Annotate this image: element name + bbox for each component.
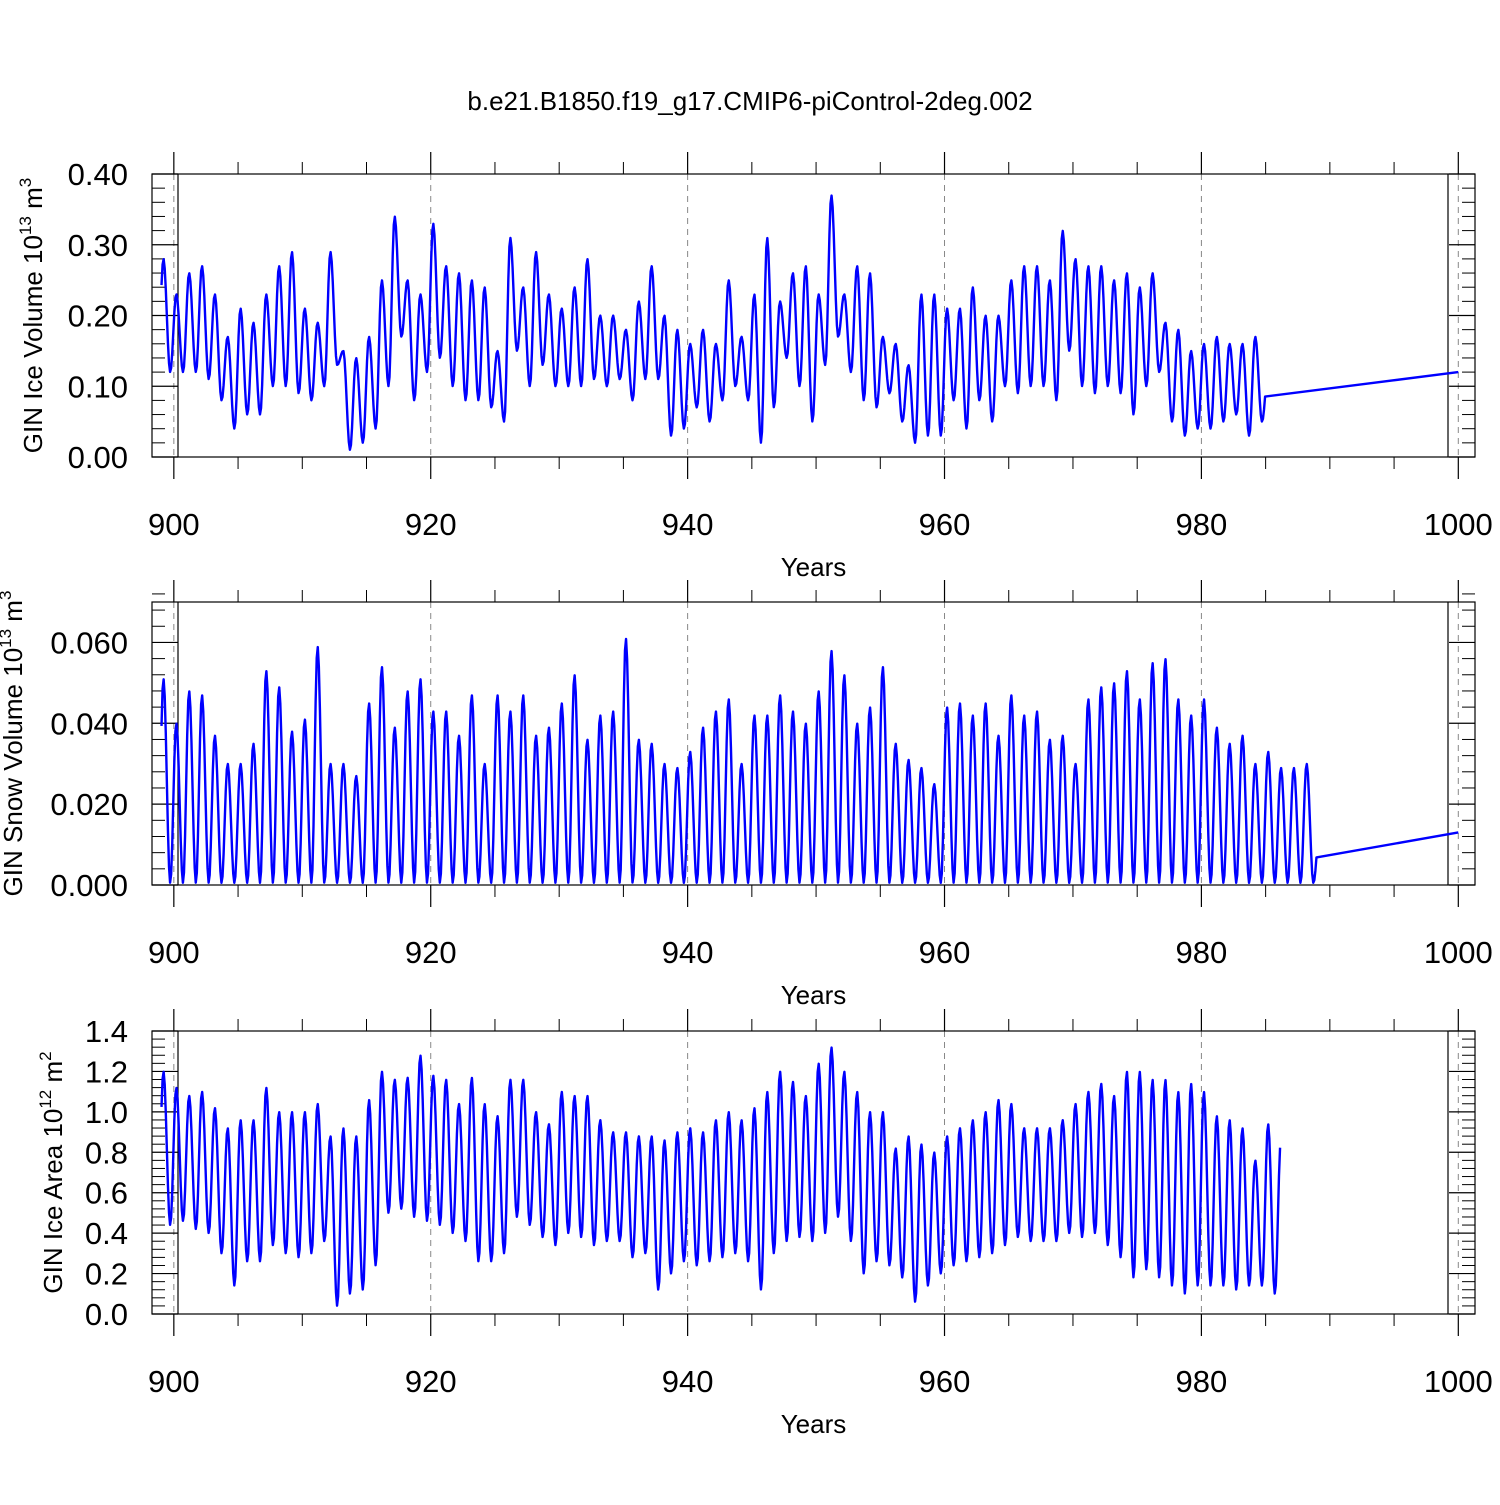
y-tick-label: 1.4 [85,1014,128,1049]
y-axis-title: GIN Snow Volume 1013 m3 [0,591,28,897]
x-axis-title: Years [781,552,847,582]
y-tick-label: 0.2 [85,1257,128,1292]
series-line [160,637,1459,885]
panel-ice-area: 900 920 940 960 980 1000 0.0 0.2 0.4 0.6 0.8 1.0 1.2… [36,1009,1493,1439]
figure-title: b.e21.B1850.f19_g17.CMIP6-piControl-2deg… [467,86,1032,116]
y-tick-label: 0.8 [85,1135,128,1170]
x-tick-label: 960 [919,935,971,970]
x-tick-label: 980 [1176,1364,1228,1399]
x-tick-label: 980 [1176,507,1228,542]
series-line [160,194,1459,451]
x-tick-label: 1000 [1424,1364,1493,1399]
x-tick-label: 920 [405,507,457,542]
y-axis-title: GIN Ice Volume 1013 m3 [16,178,48,454]
x-tick-label: 900 [148,507,200,542]
panel-snow-volume: 900 920 940 960 980 1000 0.000 0.020 0.040 0.060 Y… [0,580,1493,1010]
x-tick-label: 940 [662,1364,714,1399]
x-tick-label: 920 [405,935,457,970]
y-tick-label: 0.000 [50,868,128,903]
x-tick-label: 940 [662,507,714,542]
y-tick-label: 0.10 [68,369,128,404]
y-tick-label: 0.6 [85,1176,128,1211]
y-tick-label: 0.040 [50,706,128,741]
y-tick-label: 0.0 [85,1297,128,1332]
y-tick-label: 0.020 [50,787,128,822]
y-axis-title: GIN Ice Area 1012 m2 [36,1051,68,1293]
y-tick-label: 0.00 [68,440,128,475]
x-axis-title: Years [781,980,847,1010]
y-tick-label: 0.40 [68,157,128,192]
x-tick-label: 900 [148,1364,200,1399]
x-tick-label: 900 [148,935,200,970]
y-tick-label: 1.2 [85,1054,128,1089]
x-tick-label: 980 [1176,935,1228,970]
y-tick-label: 0.4 [85,1216,128,1251]
x-tick-label: 960 [919,1364,971,1399]
x-axis-title: Years [781,1409,847,1439]
x-tick-label: 940 [662,935,714,970]
x-tick-label: 960 [919,507,971,542]
y-tick-label: 0.20 [68,299,128,334]
x-tick-label: 1000 [1424,935,1493,970]
plot-frame [151,601,1476,886]
x-tick-label: 920 [405,1364,457,1399]
y-tick-label: 1.0 [85,1095,128,1130]
y-tick-label: 0.060 [50,625,128,660]
x-tick-label: 1000 [1424,507,1493,542]
panel-ice-volume: 900 920 940 960 980 1000 0.00 0.10 0.20 0.30 0.40 Y… [16,152,1493,582]
series-line [160,1046,1282,1307]
plot-frame [151,1030,1476,1315]
y-tick-label: 0.30 [68,228,128,263]
